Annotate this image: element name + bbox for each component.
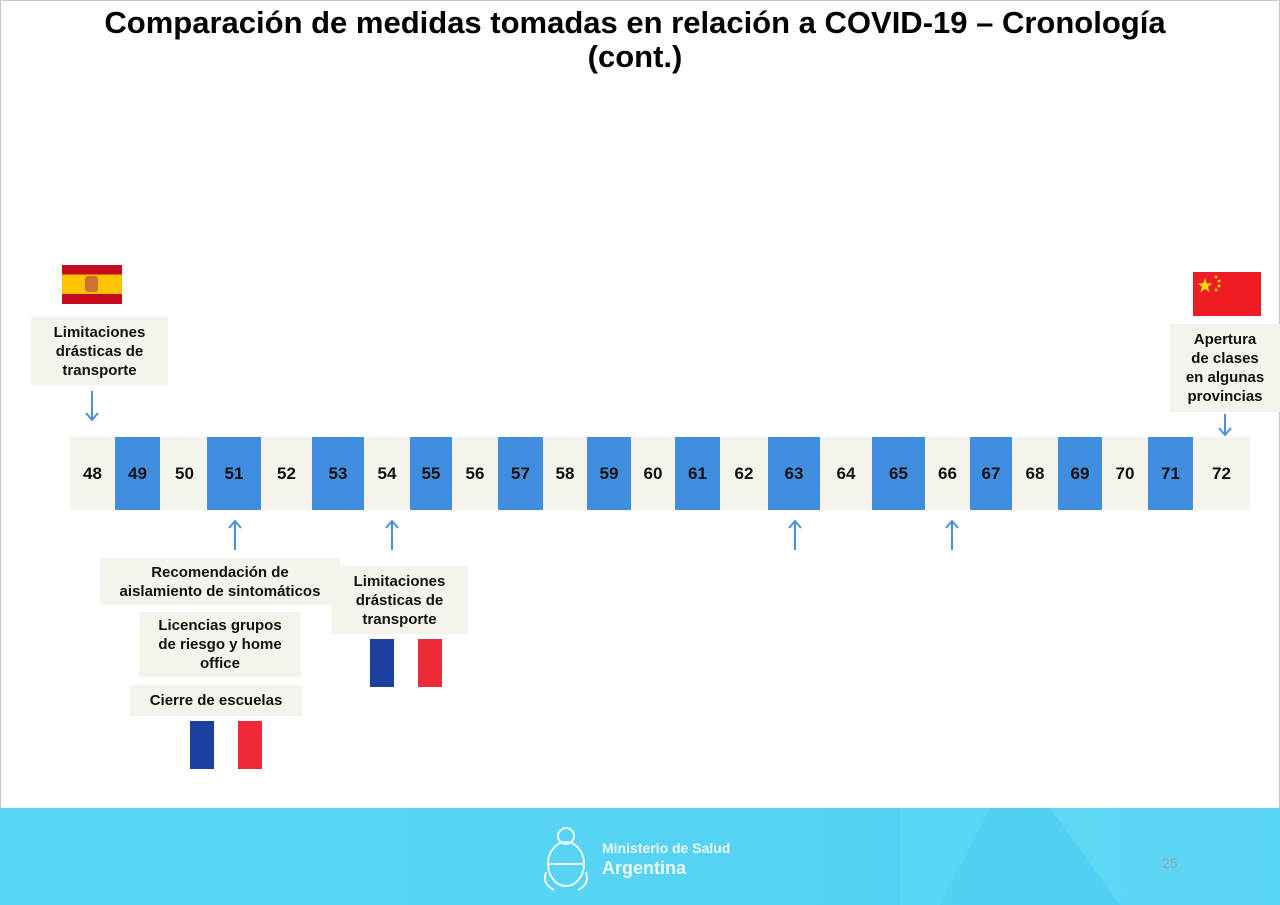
timeline-day-cell: 66	[938, 463, 957, 483]
up-arrow-icon	[945, 518, 959, 550]
page-number: 25	[1162, 855, 1178, 871]
china-label-line: en algunas	[1185, 369, 1265, 386]
timeline-day-cell: 63	[768, 437, 820, 510]
timeline-day-cell: 50	[175, 463, 194, 483]
spain-label-line: Limitaciones	[53, 323, 146, 341]
footer-decoration	[900, 808, 1280, 905]
timeline-day-cell: 48	[83, 463, 102, 483]
title-line-2: (cont.)	[587, 39, 683, 74]
measure-line: Limitaciones	[353, 572, 446, 590]
timeline-day-cell: 67	[970, 437, 1012, 510]
title-line-1: Comparación de medidas tomadas en relaci…	[104, 5, 1166, 40]
timeline-band	[70, 437, 1250, 510]
measure-line: Cierre de escuelas	[149, 692, 283, 709]
page-title: Comparación de medidas tomadas en relaci…	[0, 6, 1270, 74]
timeline-day-cell: 49	[115, 437, 160, 510]
measure-line: Recomendación de	[151, 563, 289, 581]
measure-risk-groups-label: Licencias grupos de riesgo y home office	[139, 612, 301, 677]
up-arrow-icon	[788, 518, 802, 550]
china-label-line: provincias	[1187, 388, 1263, 405]
spain-label-line: transporte	[62, 361, 137, 379]
timeline-day-cell: 62	[734, 463, 754, 483]
up-arrow-icon	[385, 518, 399, 550]
measure-isolation-label: Recomendación de aislamiento de sintomát…	[100, 558, 340, 605]
spain-label-line: drásticas de	[55, 342, 144, 360]
footer-bar: Ministerio de Salud Argentina 25	[0, 808, 1280, 905]
timeline-day-cell: 64	[836, 463, 856, 483]
timeline-day-cell: 55	[410, 437, 452, 510]
spain-flag-icon	[62, 265, 122, 304]
measure-line: de riesgo y home	[158, 636, 282, 653]
timeline-day-cell: 51	[207, 437, 261, 510]
timeline-day-cell: 72	[1212, 463, 1231, 483]
timeline-day-cell: 60	[643, 463, 663, 483]
down-arrow-icon	[1218, 414, 1232, 438]
timeline-day-cell: 59	[587, 437, 631, 510]
down-arrow-icon	[85, 391, 99, 423]
coat-of-arms-icon	[544, 827, 588, 891]
timeline-day-cell: 53	[312, 437, 364, 510]
timeline-day-cell: 68	[1025, 463, 1045, 483]
up-arrow-icon	[228, 518, 242, 550]
china-measure-label: Apertura de clases en algunas provincias	[1170, 324, 1280, 412]
measure-school-closure-label: Cierre de escuelas	[130, 685, 302, 716]
timeline-day-cell: 71	[1148, 437, 1193, 510]
measure-line: transporte	[362, 610, 437, 628]
timeline-day-cell: 70	[1115, 463, 1135, 483]
measure-line: aislamiento de sintomáticos	[119, 582, 321, 600]
measure-line: drásticas de	[355, 591, 444, 609]
measure-line: office	[199, 655, 240, 672]
ministry-name: Ministerio de Salud	[602, 840, 731, 856]
timeline-day-cell: 57	[498, 437, 543, 510]
spain-measure-label: Limitaciones drásticas de transporte	[31, 317, 168, 385]
timeline-day-cell: 61	[675, 437, 720, 510]
measure-line: Licencias grupos	[158, 617, 282, 634]
timeline-day-cell: 69	[1058, 437, 1102, 510]
china-label-line: de clases	[1191, 350, 1259, 367]
timeline-day-cell: 52	[277, 463, 296, 483]
timeline-day-cell: 56	[465, 463, 485, 483]
ministry-country: Argentina	[602, 858, 687, 878]
china-label-line: Apertura	[1193, 331, 1257, 348]
france-flag-icon	[190, 721, 262, 769]
timeline-day-cell: 65	[872, 437, 925, 510]
france-flag-icon	[370, 639, 442, 687]
timeline-day-cell: 54	[377, 463, 397, 483]
measure-transport-label: Limitaciones drásticas de transporte	[331, 566, 468, 634]
china-flag-icon	[1193, 272, 1261, 316]
timeline-day-cell: 58	[555, 463, 575, 483]
